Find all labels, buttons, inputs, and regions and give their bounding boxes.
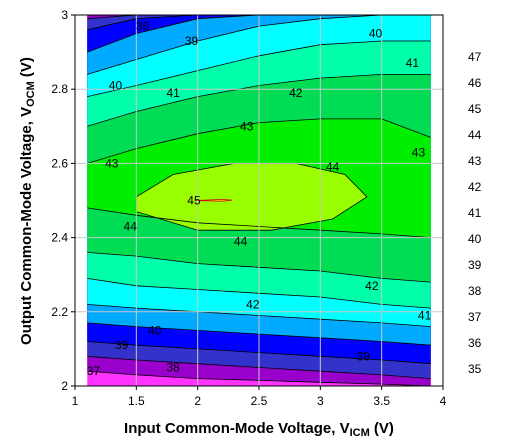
contour-label: 39: [185, 34, 199, 48]
contour-label-group: 41: [406, 56, 420, 70]
colorbar-label: 37: [468, 310, 482, 324]
y-tick-label: 2: [61, 379, 68, 393]
contour-label: 39: [115, 338, 129, 352]
y-tick-label: 2.8: [51, 82, 68, 96]
contour-label: 40: [109, 78, 123, 92]
contour-label-group: 37: [87, 364, 101, 378]
contour-label-group: 39: [357, 349, 371, 363]
y-axis-ticks: 2 2.2 2.4 2.6 2.8 3: [51, 8, 75, 393]
contour-label: 44: [124, 219, 138, 233]
contour-label-group: 39: [185, 34, 199, 48]
x-tick-label: 3: [317, 394, 324, 408]
contour-label: 42: [246, 297, 260, 311]
y-axis-title-subscript: OCM: [25, 81, 37, 107]
colorbar-label: 39: [468, 258, 482, 272]
y-tick-label: 2.2: [51, 305, 68, 319]
contour-label: 41: [166, 86, 180, 100]
y-tick-label: 2.4: [51, 231, 68, 245]
contour-label: 40: [148, 323, 162, 337]
contour-label: 38: [166, 360, 180, 374]
contour-label-group: 42: [246, 297, 260, 311]
colorbar-label: 41: [468, 206, 482, 220]
y-axis-title-unit: (V): [18, 57, 35, 81]
x-tick-label: 3.5: [373, 394, 390, 408]
contour-label-group: 40: [369, 27, 383, 41]
contour-label: 44: [326, 160, 340, 174]
contour-band-44: [135, 162, 368, 231]
colorbar-label: 40: [468, 232, 482, 246]
x-axis-ticks: 1 1.5 2 2.5 3 3.5 4: [72, 386, 447, 408]
colorbar-label: 36: [468, 336, 482, 350]
contour-label: 43: [105, 156, 119, 170]
x-axis-title-subscript: ICM: [350, 427, 370, 439]
x-tick-label: 1.5: [128, 394, 145, 408]
contour-label: 43: [240, 119, 254, 133]
contour-label-group: 41: [166, 86, 180, 100]
contour-labels: 36 39 40 40 41 41 42 43 43 43 44 45 44 44 42 42 41 40 39 39…: [87, 19, 432, 378]
colorbar-label: 42: [468, 180, 482, 194]
x-tick-label: 4: [440, 394, 447, 408]
contour-label-group: 39: [115, 338, 129, 352]
contour-label-group: 44: [124, 219, 138, 233]
contour-label-group: 41: [418, 309, 432, 323]
colorbar-label: 38: [468, 284, 482, 298]
contour-label: 40: [369, 27, 383, 41]
colorbar-label: 35: [468, 362, 482, 376]
colorbar-label: 44: [468, 128, 482, 142]
contour-label-group: 43: [105, 156, 119, 170]
colorbar-label: 45: [468, 102, 482, 116]
x-tick-label: 1: [72, 394, 79, 408]
contour-label: 36: [136, 19, 150, 33]
contour-label-group: 38: [166, 360, 180, 374]
y-axis-title-main: Output Common-Mode Voltage, V: [18, 107, 35, 345]
contour-label-group: 36: [136, 19, 150, 33]
x-axis-title-main: Input Common-Mode Voltage, V: [124, 420, 350, 437]
grid-lines: [75, 15, 443, 386]
contour-label: 44: [234, 234, 248, 248]
colorbar: 35 36 37 38 39 40 41 42 43 44 45 46 47: [468, 50, 482, 376]
contour-label: 43: [412, 145, 426, 159]
y-tick-label: 2.6: [51, 156, 68, 170]
contour-label: 41: [418, 309, 432, 323]
contour-label: 37: [87, 364, 101, 378]
y-axis-title: Output Common-Mode Voltage, VOCM (V): [18, 57, 37, 345]
colorbar-label: 47: [468, 50, 482, 64]
x-axis-title-unit: (V): [370, 420, 394, 437]
y-tick-label: 3: [61, 8, 68, 22]
contour-band-45: [195, 198, 233, 202]
contour-label: 39: [357, 349, 371, 363]
x-tick-label: 2.5: [251, 394, 268, 408]
x-axis-title: Input Common-Mode Voltage, VICM (V): [124, 420, 394, 439]
contour-label-group: 44: [234, 234, 248, 248]
x-tick-label: 2: [194, 394, 201, 408]
colorbar-label: 43: [468, 154, 482, 168]
colorbar-label: 46: [468, 76, 482, 90]
contour-label-group: 40: [148, 323, 162, 337]
contour-label-group: 40: [109, 78, 123, 92]
contour-label-group: 43: [240, 119, 254, 133]
contour-label-group: 42: [365, 279, 379, 293]
contour-label-group: 42: [289, 86, 303, 100]
contour-label-group: 43: [412, 145, 426, 159]
contour-label-group: 44: [326, 160, 340, 174]
contour-label: 42: [365, 279, 379, 293]
contour-label: 41: [406, 56, 420, 70]
contour-label: 42: [289, 86, 303, 100]
contour-label-group: 45: [187, 194, 201, 208]
contour-label: 45: [187, 194, 201, 208]
